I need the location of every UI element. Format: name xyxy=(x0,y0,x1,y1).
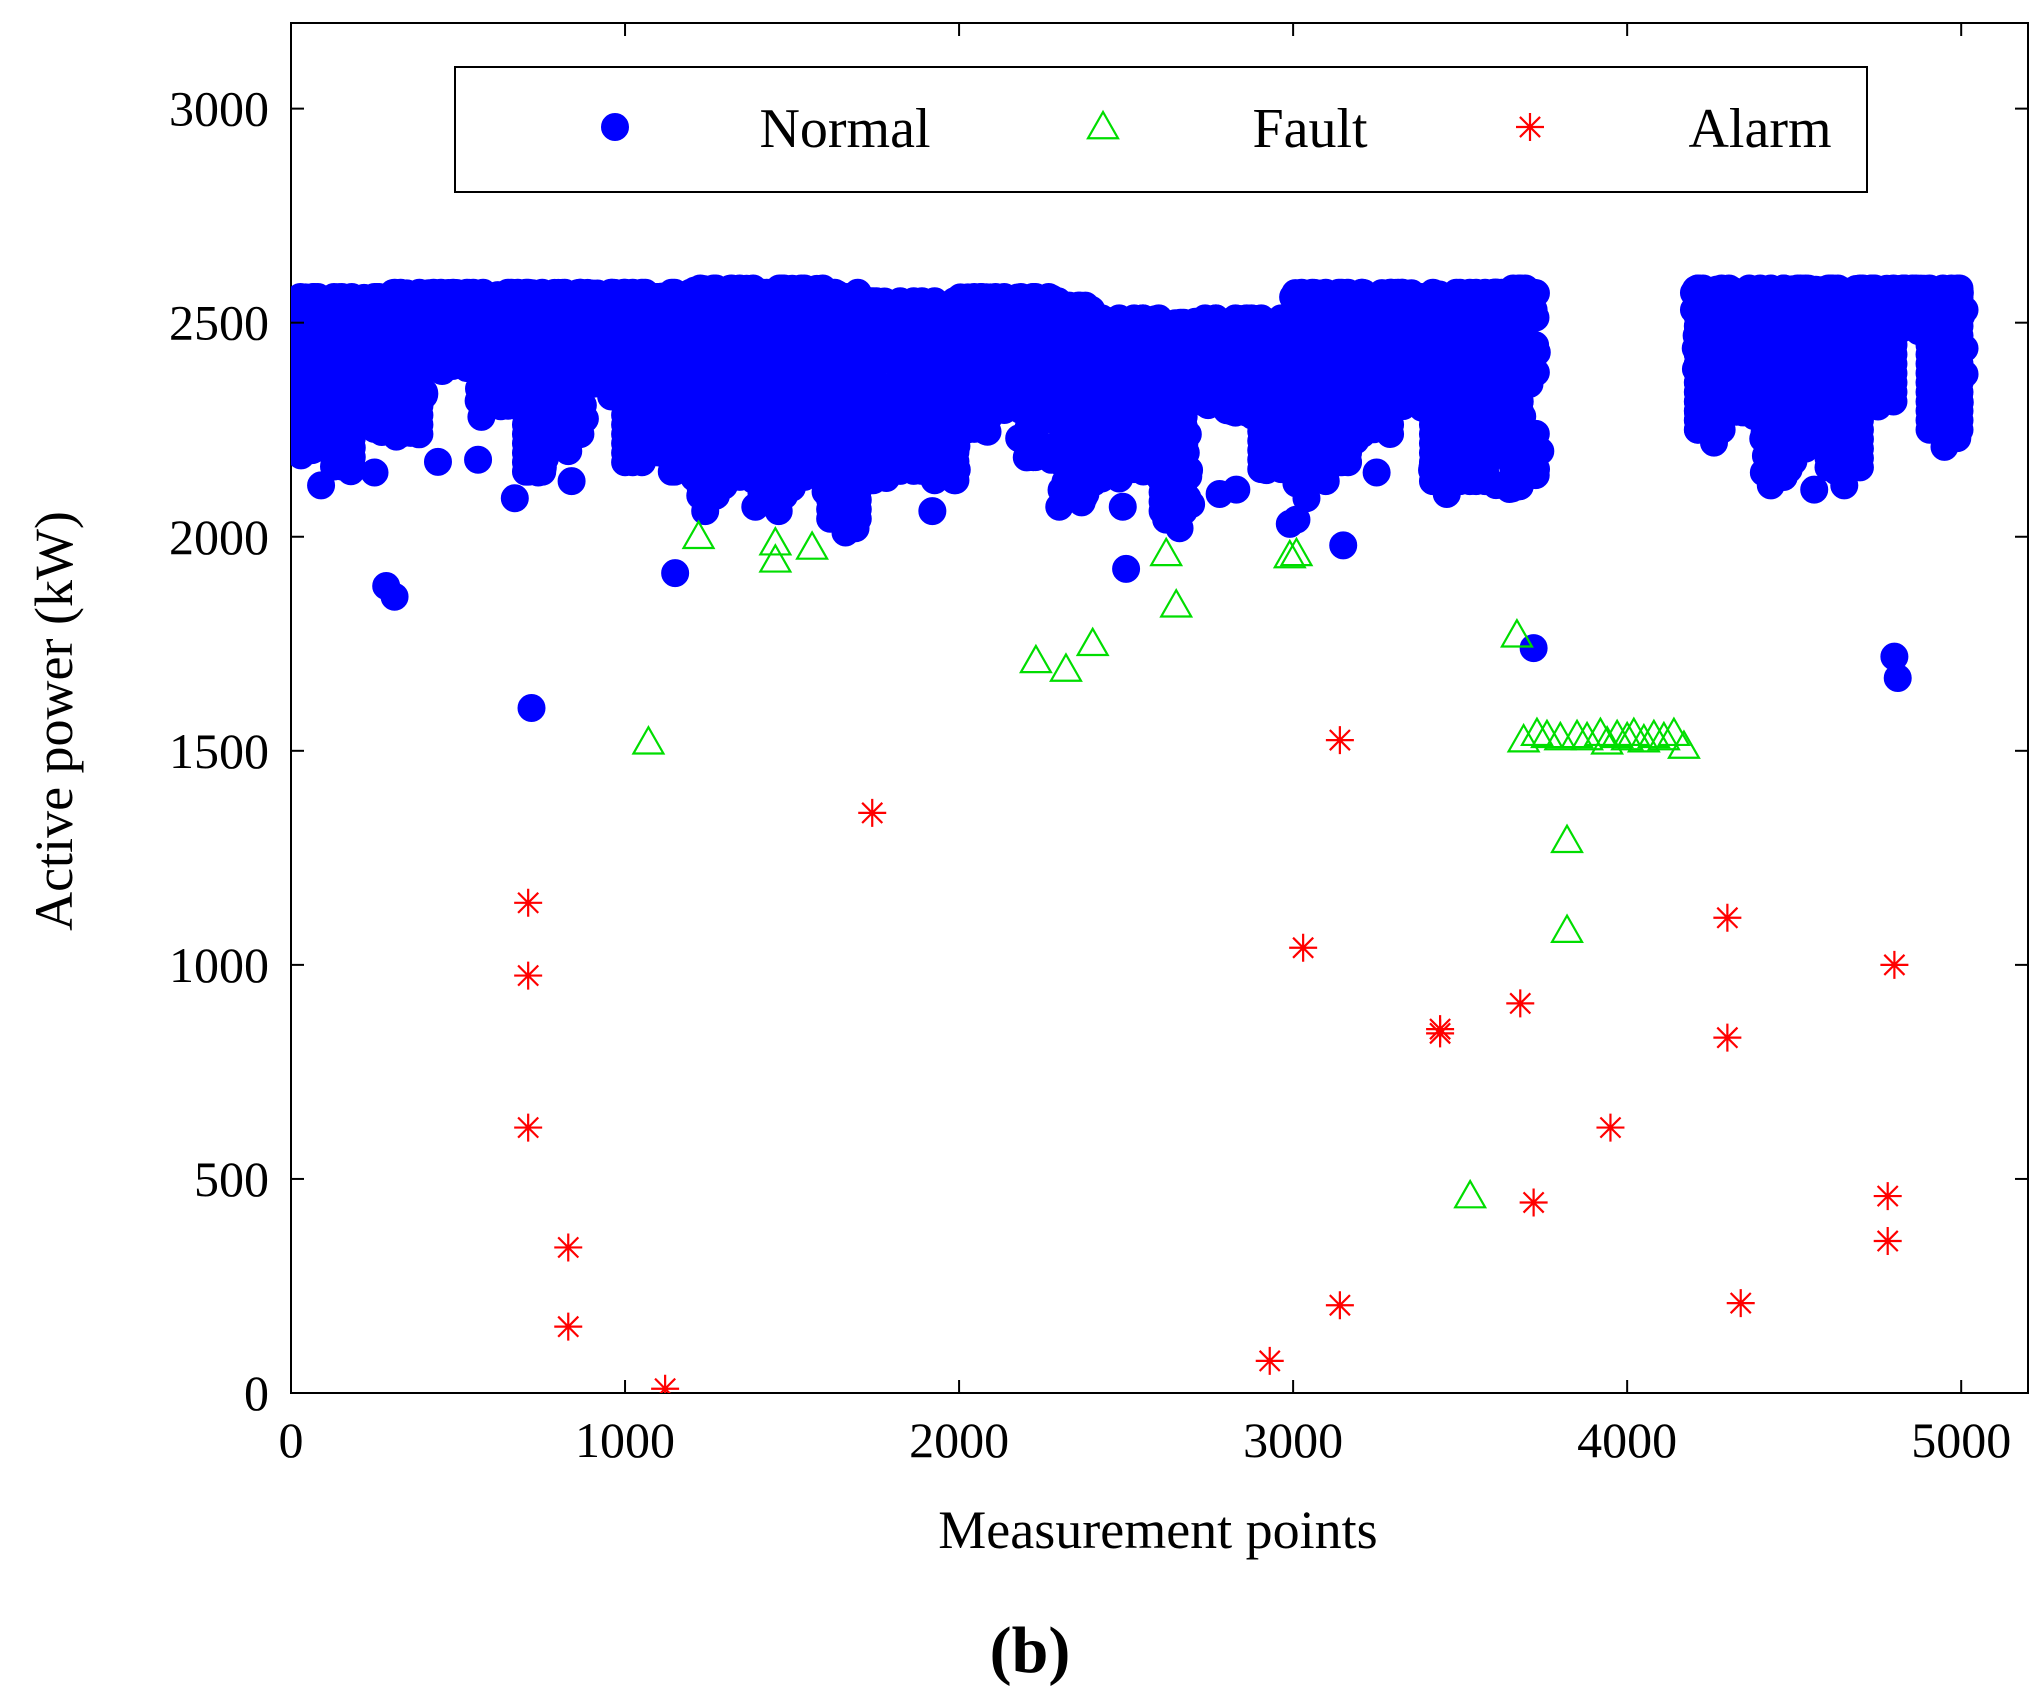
data-point xyxy=(1857,387,1886,416)
data-point xyxy=(1247,455,1276,484)
data-points xyxy=(291,274,1979,1393)
data-point xyxy=(990,396,1019,425)
series-normal xyxy=(291,274,1979,722)
data-point xyxy=(1786,434,1815,463)
data-point xyxy=(1347,420,1376,448)
data-point xyxy=(426,354,455,383)
data-point xyxy=(611,448,640,477)
data-point xyxy=(1327,448,1356,477)
data-point xyxy=(846,466,875,495)
plot-frame xyxy=(290,22,2029,1394)
plot-border xyxy=(290,22,2029,1394)
data-point xyxy=(1499,472,1528,501)
data-point xyxy=(920,466,949,495)
data-point xyxy=(1388,391,1417,420)
data-point xyxy=(1082,464,1111,493)
data-point xyxy=(787,462,816,491)
data-point xyxy=(717,462,746,491)
data-point xyxy=(1376,420,1405,448)
data-point xyxy=(960,414,989,443)
data-point xyxy=(380,420,409,448)
data-point xyxy=(1221,398,1250,427)
data-point xyxy=(405,420,434,448)
